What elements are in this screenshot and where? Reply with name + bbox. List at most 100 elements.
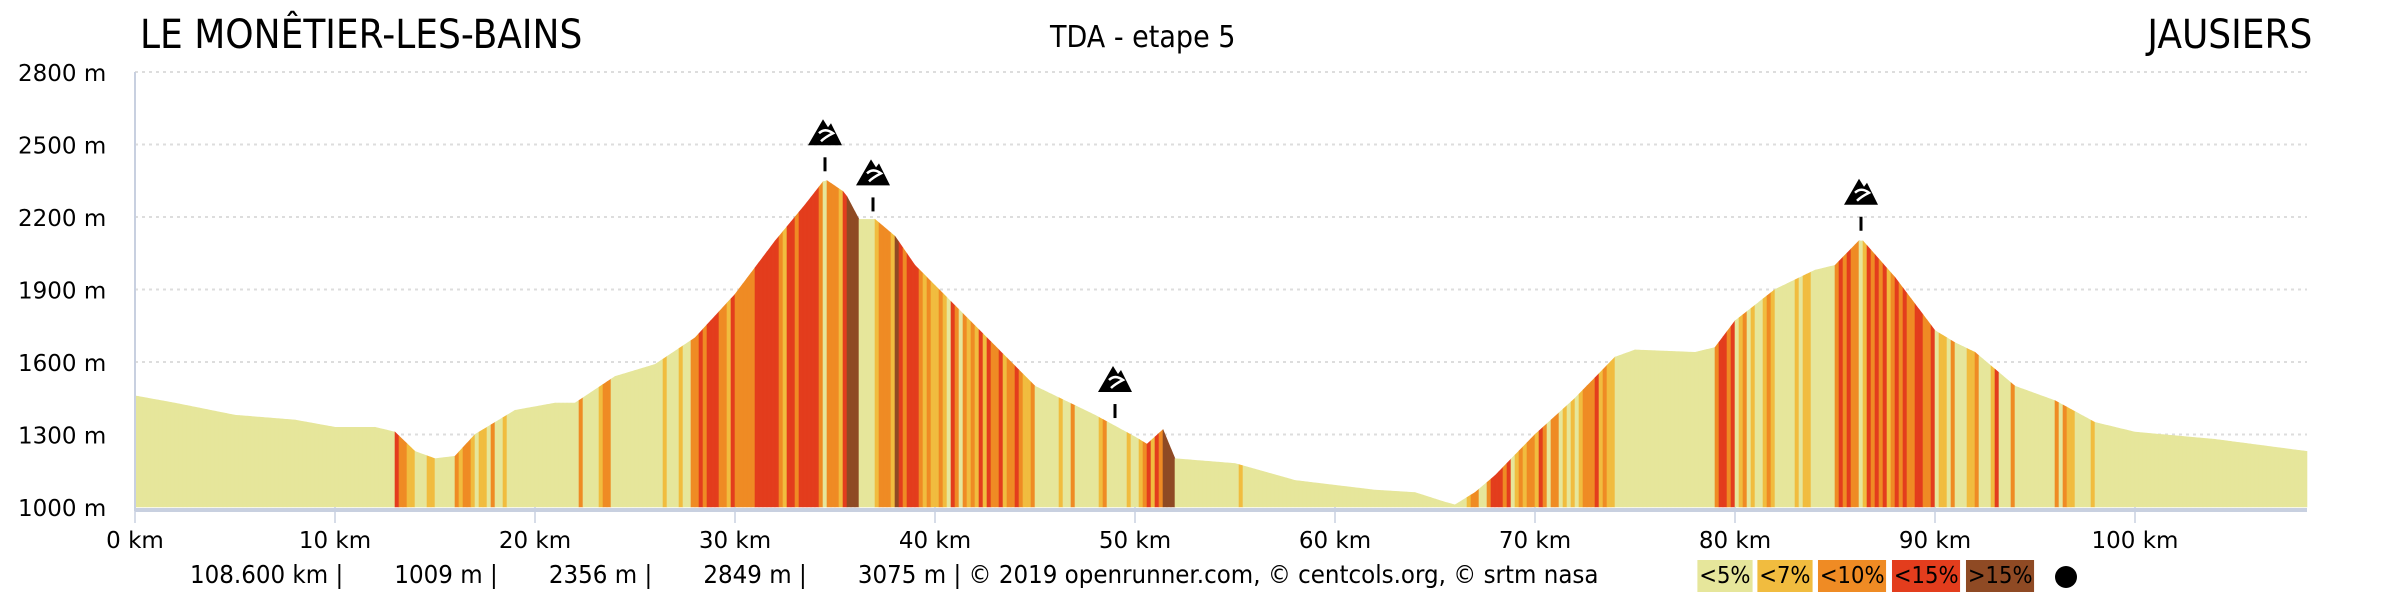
profile-stripe	[1354, 487, 1360, 508]
profile-stripe	[606, 378, 612, 508]
profile-stripe	[2122, 428, 2128, 508]
profile-stripe	[1450, 503, 1456, 508]
profile-stripe	[2290, 448, 2296, 508]
profile-stripe	[858, 219, 864, 508]
profile-stripe	[1014, 365, 1020, 508]
profile-stripe	[770, 240, 776, 508]
profile-stripe	[1550, 415, 1556, 508]
profile-stripe	[1894, 276, 1900, 508]
profile-stripe	[1190, 459, 1196, 508]
profile-stripe	[158, 399, 164, 508]
profile-stripe	[1790, 279, 1796, 508]
profile-stripe	[878, 222, 884, 508]
profile-stripe	[1006, 357, 1012, 508]
profile-stripe	[1850, 244, 1856, 508]
profile-stripe	[1078, 406, 1084, 508]
profile-stripe	[1374, 489, 1380, 508]
profile-stripe	[642, 366, 648, 508]
position-marker-dot[interactable]	[2055, 566, 2077, 588]
profile-stripe	[1130, 434, 1136, 508]
profile-stripe	[1762, 295, 1768, 508]
profile-stripe	[734, 288, 740, 508]
profile-stripe	[718, 306, 724, 508]
profile-stripe	[1254, 468, 1260, 508]
profile-stripe	[1546, 419, 1552, 508]
profile-stripe	[2074, 411, 2080, 508]
profile-stripe	[246, 415, 252, 508]
profile-stripe	[614, 374, 620, 508]
profile-stripe	[414, 450, 420, 508]
profile-stripe	[1638, 349, 1644, 508]
profile-stripe	[1522, 441, 1528, 508]
profile-stripe	[2294, 449, 2300, 508]
profile-stripe	[458, 446, 464, 508]
profile-stripe	[494, 419, 500, 508]
profile-stripe	[1106, 421, 1112, 508]
x-tick-label: 70 km	[1499, 528, 1571, 554]
profile-stripe	[1306, 481, 1312, 508]
profile-stripe	[1230, 462, 1236, 508]
profile-stripe	[714, 310, 720, 508]
profile-stripe	[1098, 416, 1104, 508]
profile-stripe	[850, 204, 856, 508]
profile-stripe	[894, 235, 900, 508]
profile-stripe	[1722, 330, 1728, 508]
profile-stripe	[518, 408, 524, 508]
profile-stripe	[2230, 441, 2236, 508]
profile-stripe	[1326, 483, 1332, 508]
profile-stripe	[470, 433, 476, 508]
profile-stripe	[1114, 425, 1120, 508]
end-location: JAUSIERS	[2146, 12, 2312, 58]
profile-stripe	[550, 402, 556, 508]
profile-stripe	[318, 423, 324, 508]
profile-stripe	[2214, 438, 2220, 508]
profile-stripe	[2118, 427, 2124, 508]
profile-stripe	[1882, 262, 1888, 508]
summary-min-altitude: 1009 m |	[394, 560, 498, 589]
profile-stripe	[754, 261, 760, 508]
profile-stripe	[686, 339, 692, 508]
profile-stripe	[1678, 351, 1684, 508]
profile-stripe	[694, 332, 700, 508]
profile-stripe	[814, 186, 820, 508]
profile-stripe	[2054, 400, 2060, 508]
profile-stripe	[1162, 429, 1168, 508]
profile-stripe	[214, 410, 220, 508]
profile-stripe	[1934, 330, 1940, 508]
profile-stripe	[2246, 443, 2252, 508]
profile-stripe	[2086, 417, 2092, 508]
profile-stripe	[1578, 389, 1584, 508]
profile-stripe	[1050, 393, 1056, 508]
profile-stripe	[430, 456, 436, 508]
profile-stripe	[1978, 355, 1984, 508]
profile-stripe	[558, 402, 564, 508]
profile-stripe	[1462, 496, 1468, 508]
profile-stripe	[1798, 275, 1804, 508]
profile-stripe	[706, 319, 712, 508]
profile-stripe	[1806, 271, 1812, 508]
profile-stripe	[2146, 432, 2152, 508]
profile-stripe	[1830, 264, 1836, 508]
profile-stripe	[182, 404, 188, 508]
profile-stripe	[1958, 344, 1964, 508]
profile-stripe	[1902, 287, 1908, 508]
profile-stripe	[1858, 240, 1864, 508]
profile-stripe	[1458, 499, 1464, 508]
profile-stripe	[1002, 353, 1008, 508]
profile-stripe	[670, 350, 676, 508]
profile-stripe	[1634, 349, 1640, 508]
profile-stripe	[1342, 485, 1348, 508]
profile-stripe	[1182, 458, 1188, 508]
profile-stripe	[1666, 350, 1672, 508]
profile-stripe	[1474, 488, 1480, 508]
profile-stripe	[738, 282, 744, 508]
profile-stripe	[778, 230, 784, 508]
profile-stripe	[286, 419, 292, 508]
profile-stripe	[2254, 444, 2260, 508]
profile-stripe	[1018, 369, 1024, 508]
profile-stripe	[1746, 307, 1752, 508]
x-tick-label: 90 km	[1899, 528, 1971, 554]
profile-stripe	[1614, 355, 1620, 508]
profile-stripe	[1094, 414, 1100, 508]
profile-stripe	[1862, 240, 1868, 508]
